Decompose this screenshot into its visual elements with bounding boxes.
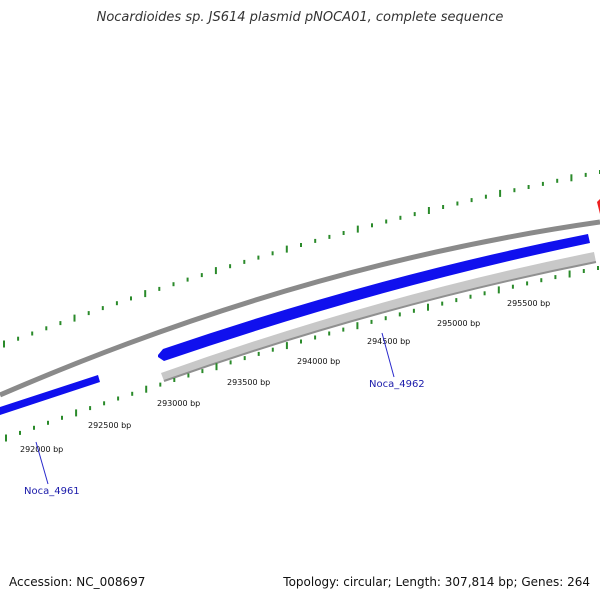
topology-summary-text: Topology: circular; Length: 307,814 bp; … (283, 575, 590, 589)
tick-label-293500: 293500 bp (227, 378, 270, 387)
leader-line-noca-4961 (35, 441, 49, 485)
gene-feature-forward-long[interactable] (158, 234, 590, 361)
reverse-strand-track[interactable] (161, 252, 596, 381)
map-title: Nocardioides sp. JS614 plasmid pNOCA01, … (96, 10, 504, 25)
tick-label-294500: 294500 bp (367, 337, 410, 346)
tick-label-292500: 292500 bp (88, 421, 131, 430)
gene-label-noca-4961[interactable]: Noca_4961 (24, 486, 80, 497)
tick-label-294000: 294000 bp (297, 357, 340, 366)
tick-label-293000: 293000 bp (157, 399, 200, 408)
leader-line-noca-4962 (381, 332, 395, 378)
backbone-strand (0, 219, 600, 398)
lower-tick-row (5, 266, 599, 442)
reverse-strand-edge (163, 261, 597, 382)
upper-tick-row (3, 170, 600, 348)
tick-label-292000: 292000 bp (20, 445, 63, 454)
gene-feature-noca-4961[interactable] (0, 375, 100, 415)
tick-label-295500: 295500 bp (507, 299, 550, 308)
tick-label-295000: 295000 bp (437, 319, 480, 328)
accession-text: Accession: NC_008697 (9, 575, 146, 589)
gene-feature-highlight[interactable] (597, 199, 600, 214)
gene-label-noca-4962[interactable]: Noca_4962 (369, 379, 425, 390)
